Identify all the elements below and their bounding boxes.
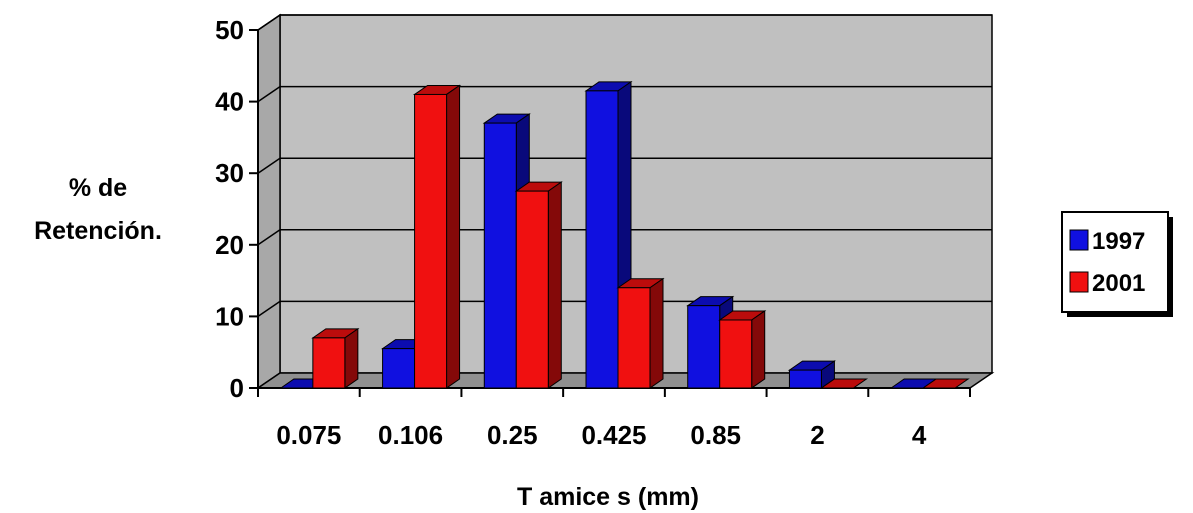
bar-top (819, 378, 869, 389)
bar-front (414, 93, 448, 389)
bar-side (547, 181, 562, 389)
plot-area: 0 10 20 30 40 50 0.075 0.106 0.25 0.425 0.85 2 4 (215, 13, 995, 450)
y-tick-label: 20 (215, 230, 244, 260)
y-tick-label: 0 (230, 373, 244, 403)
gridline (257, 85, 992, 103)
bar (412, 84, 462, 389)
x-tick-label: 0.25 (487, 420, 538, 450)
x-tick-label: 4 (912, 420, 927, 450)
bar (311, 327, 360, 389)
y-tick-label: 50 (215, 15, 244, 45)
legend: 1997 2001 (1061, 211, 1173, 317)
x-axis-label: T amice s (mm) (517, 483, 699, 511)
bar-front (312, 337, 346, 389)
bar (921, 378, 970, 389)
bar (787, 360, 837, 389)
bar-front (382, 348, 416, 389)
legend-label: 2001 (1092, 270, 1145, 297)
bar-front (788, 369, 822, 389)
y-tick-label: 10 (215, 301, 244, 331)
bar (514, 181, 563, 389)
bar-front (585, 90, 619, 389)
gridline (257, 14, 992, 31)
bar-side (446, 84, 461, 389)
bar-front (515, 190, 549, 389)
x-tick-label: 0.425 (581, 420, 646, 450)
y-axis-label-line-2: Retención. (34, 217, 162, 245)
side-wall (257, 13, 281, 390)
gridline (257, 300, 992, 318)
bar-front (483, 122, 517, 389)
bar-side (649, 277, 664, 389)
bar (718, 310, 767, 389)
bar-front (687, 305, 721, 389)
bar-front (617, 287, 651, 389)
y-tick-label: 30 (215, 158, 244, 188)
bar (616, 277, 665, 389)
x-tick-label: 2 (810, 420, 824, 450)
bar (819, 378, 869, 389)
y-tick-label: 40 (215, 87, 244, 117)
gridline (257, 157, 992, 174)
y-axis-label-line-1: % de (69, 174, 127, 202)
x-tick-label: 0.075 (276, 420, 341, 450)
gridline (257, 229, 992, 246)
bar-front (719, 319, 753, 389)
legend-swatch (1069, 229, 1089, 251)
legend-swatch (1069, 271, 1089, 293)
bar-side (344, 327, 359, 389)
x-tick-label: 0.106 (378, 420, 443, 450)
bar-side (751, 310, 766, 389)
legend-box (1061, 211, 1169, 313)
bar-top (921, 378, 970, 389)
x-tick-label: 0.85 (690, 420, 741, 450)
legend-label: 1997 (1092, 228, 1145, 255)
